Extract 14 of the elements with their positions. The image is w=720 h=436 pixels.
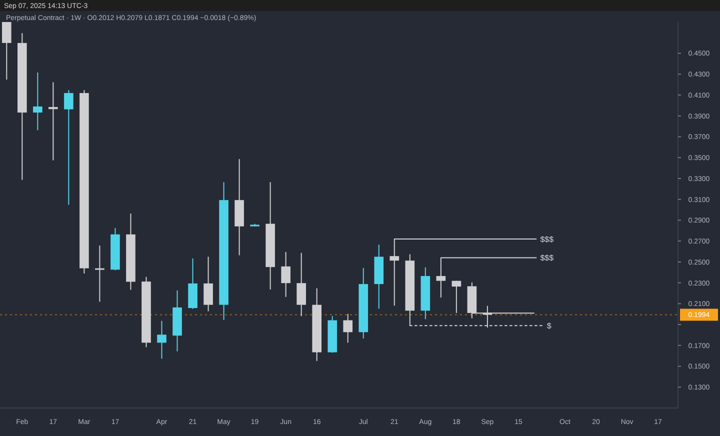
candlestick [48, 82, 58, 161]
annotation: $$$ [540, 254, 554, 263]
candlestick [204, 256, 213, 312]
candlestick [343, 313, 353, 344]
candlestick [95, 245, 104, 302]
candlestick [281, 251, 290, 298]
candlestick [2, 22, 12, 80]
candlestick [452, 280, 462, 314]
candlestick [64, 90, 74, 206]
annotation: $$$ [540, 234, 554, 244]
annotation: $ [546, 321, 552, 330]
candlestick [296, 252, 306, 317]
candlestick [157, 320, 166, 360]
candlestick [33, 72, 42, 131]
